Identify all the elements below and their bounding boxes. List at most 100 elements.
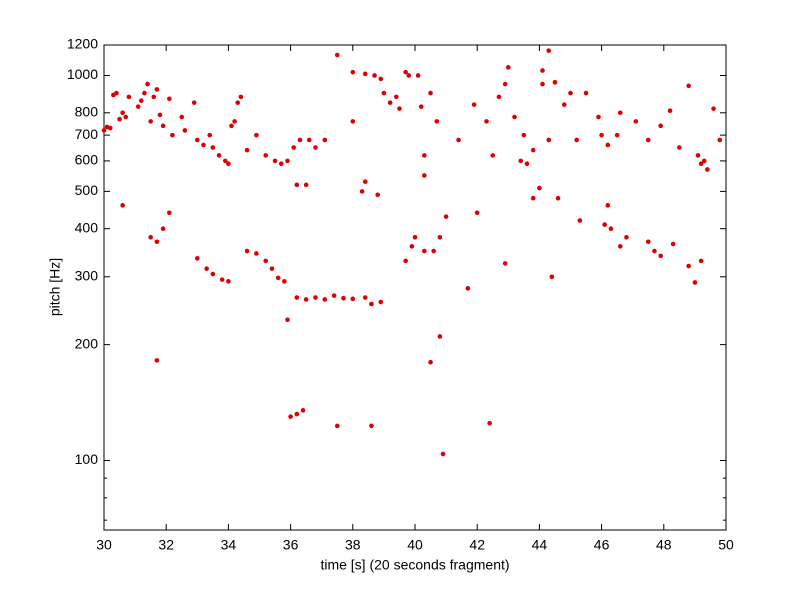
data-point (378, 299, 384, 305)
data-point (123, 114, 129, 120)
x-tick-label: 32 (158, 537, 174, 553)
data-point (409, 244, 415, 249)
data-point (369, 423, 374, 429)
data-point (291, 145, 297, 150)
data-point (561, 102, 567, 107)
data-point (372, 73, 377, 78)
data-point (506, 65, 511, 70)
data-point (154, 358, 160, 363)
data-point (658, 253, 663, 259)
data-point (652, 248, 657, 254)
data-point (226, 161, 231, 167)
data-point (599, 132, 604, 138)
data-point (191, 100, 197, 105)
data-point (686, 263, 691, 269)
data-point (394, 94, 399, 100)
data-point (126, 94, 132, 100)
data-point (624, 234, 629, 240)
data-point (403, 258, 408, 264)
data-point (428, 359, 433, 365)
data-point (362, 179, 368, 184)
data-point (167, 210, 172, 216)
data-point (698, 258, 704, 264)
data-point (263, 153, 269, 158)
x-tick-label: 34 (221, 537, 237, 553)
data-point (686, 83, 691, 89)
data-point (362, 71, 368, 77)
data-point (502, 261, 508, 266)
data-point (331, 293, 337, 298)
data-point (167, 96, 172, 102)
data-point (294, 182, 300, 188)
y-tick-label: 300 (75, 268, 99, 284)
data-point (114, 90, 119, 96)
data-point (195, 137, 200, 143)
x-axis-label: time [s] (20 seconds fragment) (320, 557, 509, 573)
x-tick-label: 30 (96, 537, 112, 553)
data-point (518, 158, 524, 164)
data-point (670, 241, 676, 247)
data-point (412, 234, 418, 240)
data-point (222, 158, 228, 164)
data-point (269, 266, 275, 271)
data-point (633, 119, 639, 124)
data-point (101, 128, 107, 133)
data-point (135, 104, 141, 109)
data-point (540, 81, 545, 87)
data-point (179, 114, 185, 120)
data-point (487, 420, 492, 426)
data-point (378, 76, 384, 82)
data-point (294, 295, 300, 300)
data-point (313, 145, 318, 150)
data-point (195, 256, 200, 261)
x-tick-label: 36 (283, 537, 299, 553)
data-point (496, 94, 502, 100)
y-tick-label: 500 (75, 182, 99, 198)
data-point (294, 411, 300, 417)
data-point (107, 125, 113, 131)
data-point (148, 119, 153, 124)
data-point (596, 114, 601, 120)
data-point (148, 234, 153, 240)
data-point (474, 210, 480, 216)
data-point (229, 123, 234, 129)
data-point (524, 161, 530, 167)
data-point (375, 192, 380, 198)
data-point (552, 80, 558, 85)
data-point (244, 248, 250, 254)
data-point (537, 185, 542, 191)
data-point (254, 251, 259, 256)
x-tick-label: 40 (407, 537, 423, 553)
data-point (272, 158, 278, 164)
y-tick-label: 100 (75, 451, 99, 467)
data-point (322, 137, 328, 143)
data-point (608, 226, 614, 232)
data-point (117, 116, 122, 122)
data-point (226, 279, 231, 284)
data-point (306, 137, 312, 143)
data-point (418, 104, 424, 109)
data-point (334, 52, 340, 58)
data-point (443, 214, 449, 219)
y-axis-label: pitch [Hz] (47, 258, 63, 316)
data-point (303, 182, 309, 188)
data-point (645, 137, 651, 143)
data-point (484, 119, 489, 124)
data-point (705, 167, 710, 172)
data-point (431, 248, 436, 254)
y-tick-label: 200 (75, 335, 99, 351)
data-point (235, 100, 241, 105)
data-point (677, 145, 682, 150)
data-point (182, 128, 188, 133)
data-point (278, 161, 284, 167)
data-point (437, 334, 443, 339)
data-point (157, 112, 163, 118)
data-point (297, 137, 303, 143)
data-point (574, 137, 580, 143)
data-point (549, 274, 555, 280)
data-point (440, 451, 446, 457)
data-point (170, 132, 175, 138)
data-point (204, 266, 209, 271)
data-point (605, 142, 611, 148)
